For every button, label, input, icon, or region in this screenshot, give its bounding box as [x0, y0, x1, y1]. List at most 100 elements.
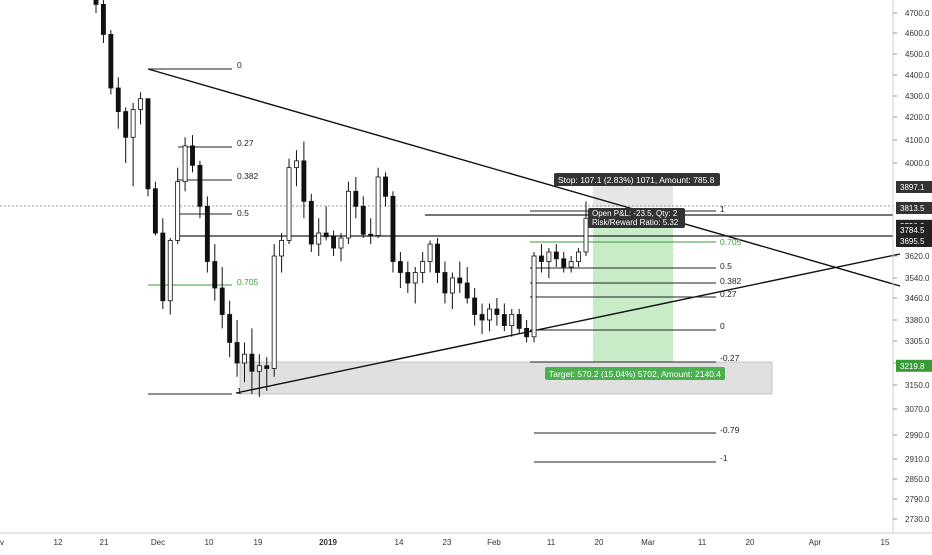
candle-body: [501, 314, 507, 327]
candle-body: [294, 160, 299, 169]
candle-body: [375, 176, 381, 236]
fib-upper-label: 0.382: [237, 171, 259, 181]
candle-body: [160, 232, 166, 302]
candle-body: [279, 240, 285, 257]
fib-lower[interactable]: [530, 210, 716, 463]
price-tick-label: 2730.0: [905, 515, 930, 524]
price-tick-label: 2790.0: [905, 495, 930, 504]
pnl-info: Open P&L: -23.5, Qty: 2 Risk/Reward Rati…: [588, 208, 685, 228]
candle-body: [561, 258, 567, 268]
candle-body: [353, 190, 359, 207]
candle-body: [576, 251, 582, 262]
candle-body: [331, 236, 337, 249]
candle-body: [264, 365, 270, 369]
candle-body: [338, 237, 344, 249]
time-tick-label: 14: [395, 538, 404, 547]
candle-body: [397, 261, 403, 273]
candle-body: [383, 176, 388, 197]
upper-trendline[interactable]: [147, 68, 901, 287]
price-axis[interactable]: 4700.0 4600.0 4500.0 4400.0 4300.0 4200.0 4100…: [893, 9, 930, 524]
candle-body: [345, 190, 351, 239]
fib-upper-label: 1: [237, 386, 242, 396]
time-tick-label: v: [0, 538, 4, 547]
candle-body: [115, 87, 121, 112]
price-badge: [896, 181, 932, 193]
candle-body: [249, 353, 255, 372]
fib-upper[interactable]: [148, 68, 232, 395]
target-info: Target: 570.2 (15.04%) 5702, Amount: 214…: [545, 367, 725, 380]
price-tick-label: 2850.0: [905, 475, 930, 484]
time-tick-label: 11: [547, 538, 556, 547]
candle-body: [108, 34, 114, 89]
candle-body: [553, 251, 559, 260]
candle-body: [539, 255, 544, 262]
candle-body: [197, 164, 203, 207]
price-tick-label: 3460.0: [905, 294, 930, 303]
candle-body: [442, 272, 448, 294]
time-tick-label: Dec: [151, 538, 165, 547]
stop-zone: [593, 185, 673, 207]
price-tick-label: 4100.0: [905, 136, 930, 145]
candle-body: [420, 261, 426, 273]
candle-body: [219, 287, 225, 315]
ratio-label: Risk/Reward Ratio: 5.32: [592, 218, 679, 227]
candle-body: [286, 167, 292, 241]
stop-info: Stop: 107.1 (2.83%) 1071, Amount: 785.8: [554, 173, 720, 186]
time-tick-label: 20: [595, 538, 604, 547]
price-tick-label: 3380.0: [905, 316, 930, 325]
price-tick-label: 3305.0: [905, 337, 930, 346]
price-tick-label: 3150.0: [905, 381, 930, 390]
price-tick-label: 3540.0: [905, 274, 930, 283]
time-axis[interactable]: v 12 21 Dec 10 19 2019 14 23 Feb 11 20 Mar 11 20 Apr 15: [0, 538, 890, 547]
stop-label: Stop: 107.1 (2.83%) 1071, Amount: 785.8: [558, 175, 715, 185]
candle-body: [93, 0, 99, 5]
candle-body: [427, 243, 433, 262]
candle-body: [487, 308, 492, 321]
candle-body: [123, 111, 129, 138]
fib-upper-label: 0.27: [237, 138, 254, 148]
candle-body: [256, 365, 262, 372]
price-tick-label: 4200.0: [905, 113, 930, 122]
candle-body: [516, 314, 522, 329]
candle-body: [509, 314, 515, 327]
time-tick-label: 12: [54, 538, 63, 547]
candle-body: [531, 255, 537, 338]
price-badge-label: 3695.5: [900, 237, 925, 246]
candle-body: [301, 160, 307, 202]
candle-body: [360, 205, 366, 235]
candle-body: [464, 282, 470, 299]
fib-upper-label: 0.5: [237, 208, 249, 218]
price-badge: [896, 202, 932, 214]
candle-body: [368, 233, 374, 236]
time-tick-label: 2019: [319, 538, 337, 547]
candles: [93, 0, 589, 397]
candle-body: [190, 145, 195, 166]
price-tick-label: 4400.0: [905, 71, 930, 80]
candle-body: [472, 297, 478, 315]
time-tick-label: Feb: [487, 538, 501, 547]
time-tick-label: Mar: [641, 538, 655, 547]
price-tick-label: 4300.0: [905, 92, 930, 101]
price-badge: [896, 224, 932, 236]
price-tick-label: 4600.0: [905, 29, 930, 38]
candle-body: [271, 255, 277, 369]
price-tick-label: 4500.0: [905, 50, 930, 59]
candle-body: [546, 251, 552, 262]
candle-body: [316, 232, 322, 245]
fib-lower-label: -1: [720, 453, 728, 463]
candle-body: [308, 200, 314, 245]
candle-body: [583, 217, 589, 253]
lower-trendline[interactable]: [235, 253, 901, 394]
candle-body: [405, 272, 411, 284]
time-tick-label: 15: [881, 538, 890, 547]
price-tick-label: 2990.0: [905, 431, 930, 440]
candle-body: [435, 243, 440, 273]
candle-body: [234, 342, 240, 364]
candle-body: [175, 181, 181, 241]
time-tick-label: 20: [746, 538, 755, 547]
fib-lower-label: 0: [720, 321, 725, 331]
fib-upper-labels: 0 0.27 0.382 0.5 0.705 1: [237, 60, 259, 396]
fib-lower-label: -0.79: [720, 425, 740, 435]
